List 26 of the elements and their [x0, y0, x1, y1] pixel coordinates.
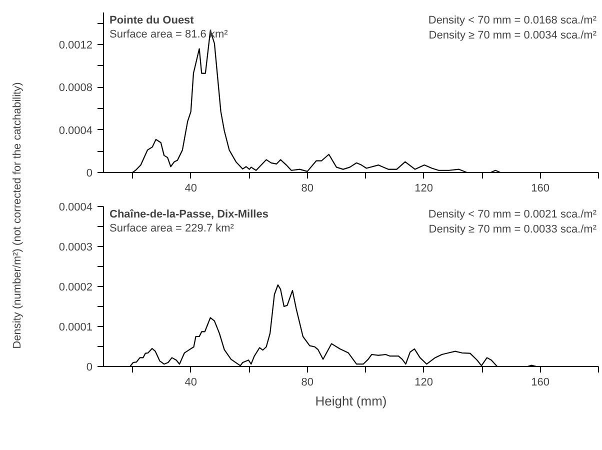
x-tick-label: 40 — [184, 376, 197, 388]
y-tick-label: 0.0002 — [58, 282, 93, 294]
annotation: Density ≥ 70 mm = 0.0034 sca./m² — [428, 30, 597, 42]
chart-title: Pointe du Ouest — [110, 14, 194, 26]
chart-title: Chaîne-de-la-Passe, Dix-Milles — [110, 208, 268, 220]
annotation: Density < 70 mm = 0.0168 sca./m² — [428, 14, 597, 26]
y-tick-label: 0.0004 — [58, 124, 93, 137]
annotation: Density < 70 mm = 0.0021 sca./m² — [428, 208, 597, 220]
y-tick-label: 0 — [86, 362, 93, 374]
x-tick-label: 80 — [301, 376, 314, 388]
x-axis-title: Height (mm) — [315, 394, 387, 408]
x-tick-label: 120 — [414, 376, 433, 388]
y-tick-label: 0.0001 — [58, 322, 93, 334]
y-tick-label: 0.0003 — [58, 242, 93, 254]
y-tick-label: 0 — [86, 168, 93, 180]
y-axis-title: Density (number/m²) (not corrected for the catchability) — [11, 82, 24, 349]
text: Surface area = 229.7 km² — [110, 222, 234, 234]
x-tick-label: 80 — [301, 182, 314, 194]
x-tick-label: 40 — [184, 182, 197, 194]
y-tick-label: 0.0012 — [58, 40, 93, 52]
annotation: Density ≥ 70 mm = 0.0033 sca./m² — [428, 224, 597, 236]
x-tick-label: 160 — [531, 182, 550, 194]
x-tick-label: 120 — [414, 182, 433, 194]
y-tick-label: 0.0008 — [58, 82, 93, 94]
x-tick-label: 160 — [531, 376, 550, 388]
y-tick-label: 0.0004 — [58, 202, 93, 214]
